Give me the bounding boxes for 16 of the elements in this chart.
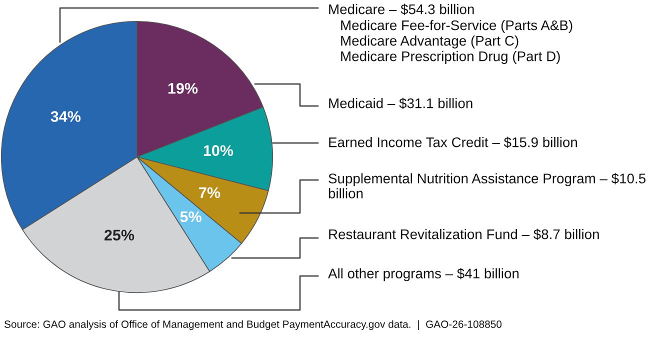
text: Medicare Fee-for-Service (Parts A&B) xyxy=(341,20,572,33)
text: Medicare Advantage (Part C) xyxy=(341,36,518,48)
data-label: 7% xyxy=(199,187,220,198)
slice-label: Restaurant Revitalization Fund – $8.7 billion xyxy=(329,228,599,240)
slice-label: Medicaid – $31.1 billion xyxy=(329,98,472,110)
data-label: 25% xyxy=(104,230,134,241)
slice-label: Supplemental Nutrition Assistance Program – $10.5 billion xyxy=(328,173,646,198)
data-label: 10% xyxy=(204,145,234,156)
data-label: 19% xyxy=(168,82,198,94)
data-label: 34% xyxy=(50,111,81,122)
data-label: 5% xyxy=(180,211,202,222)
slice-label: All other programs – $41 billion xyxy=(328,268,519,282)
slice-label: Earned Income Tax Credit – $15.9 billion xyxy=(329,136,577,148)
text: Medicare Prescription Drug (Part D) xyxy=(341,51,560,64)
slice-label: Medicare – $54.3 billion xyxy=(329,4,474,16)
source-note: Source: GAO analysis of Office of Management and Budget PaymentAccuracy.gov data. | GAO-26-108850 xyxy=(4,320,502,330)
